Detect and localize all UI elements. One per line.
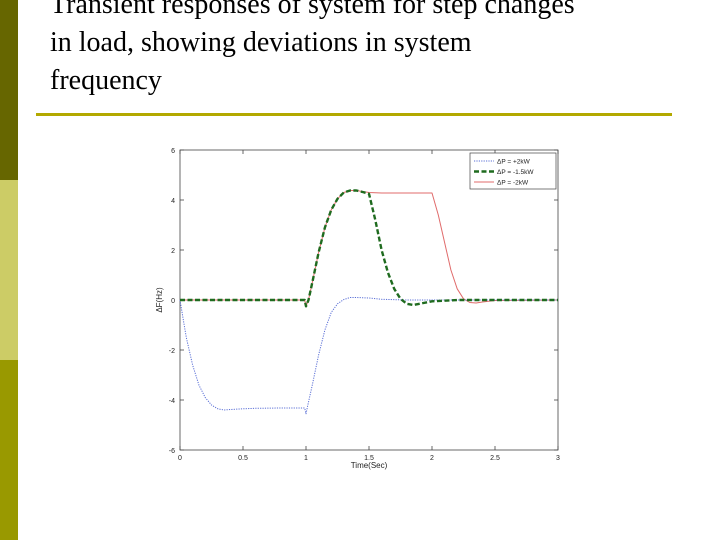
legend: ΔP = +2kW ΔP = -1.5kW ΔP = -2kW (469, 152, 557, 190)
slide-title-line-1: Transient responses of system for step c… (50, 0, 575, 20)
accent-bar-bottom (0, 360, 18, 540)
y-tick-label: -2 (169, 348, 175, 355)
legend-label-2: ΔP = -2kW (497, 180, 529, 187)
y-tick-label: -4 (169, 398, 175, 405)
y-tick-label: 0 (171, 298, 175, 305)
y-tick-label: 6 (171, 148, 175, 155)
x-tick-label: 0.5 (238, 455, 248, 462)
legend-label-1: ΔP = -1.5kW (497, 169, 534, 176)
y-tick-label: 4 (171, 198, 175, 205)
slide-title-line-3: frequency (50, 65, 162, 96)
x-tick-label: 2 (430, 455, 434, 462)
legend-label-0: ΔP = +2kW (497, 159, 531, 166)
title-divider (36, 113, 672, 116)
series-layer (179, 189, 559, 415)
y-tick-label: 2 (171, 248, 175, 255)
frequency-deviation-chart: -6 -4 -2 0 2 4 6 0 0.5 1 1.5 2 2.5 3 ΔP = +2kW ΔP = -… (155, 148, 560, 470)
accent-bar-top (0, 0, 18, 180)
x-tick-label: 3 (556, 455, 560, 462)
series-line-1 (180, 189, 558, 308)
x-axis-label: Time(Sec) (351, 461, 388, 470)
x-tick-label: 0 (178, 455, 182, 462)
x-tick-label: 1 (304, 455, 308, 462)
x-axis-ticks: 0 0.5 1 1.5 2 2.5 3 (178, 150, 560, 462)
x-tick-label: 1.5 (364, 455, 374, 462)
series-line-0 (179, 297, 558, 415)
y-axis-label: ΔF(Hz) (155, 287, 164, 313)
y-tick-label: -6 (169, 448, 175, 455)
slide-title-line-2: in load, showing deviations in system (50, 27, 472, 58)
x-tick-label: 2.5 (490, 455, 500, 462)
slide-title: Transient responses of system for step c… (50, 0, 690, 100)
accent-bar-middle (0, 180, 18, 360)
